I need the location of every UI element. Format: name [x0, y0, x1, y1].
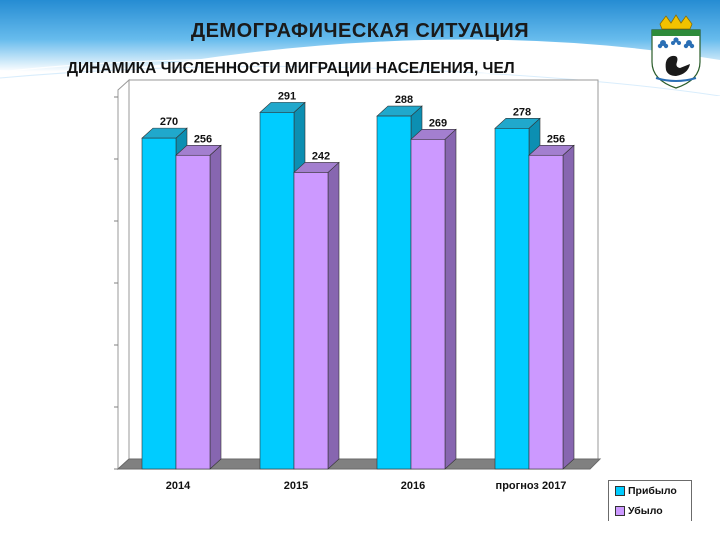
legend-swatch-left — [615, 506, 625, 516]
bar-arrived-2 — [376, 115, 412, 470]
crown-swan-coat-of-arms-icon — [646, 14, 706, 90]
bar-left-0 — [175, 154, 211, 470]
data-label-left-0: 256 — [194, 133, 212, 145]
x-tick-label-1: 2015 — [284, 480, 308, 492]
data-label-left-3: 256 — [547, 133, 565, 145]
bar-left-2 — [410, 139, 446, 470]
page-title: ДЕМОГРАФИЧЕСКАЯ СИТУАЦИЯ — [190, 20, 530, 42]
bar-side-left-2 — [444, 128, 457, 470]
data-label-left-2: 269 — [429, 117, 447, 129]
bar-side-left-3 — [562, 144, 575, 470]
legend-swatch-arrived — [615, 486, 625, 496]
chart-legend: Прибыло Убыло — [608, 480, 692, 521]
bar-arrived-3 — [494, 128, 530, 470]
x-tick-label-0: 2014 — [166, 480, 191, 492]
data-label-left-1: 242 — [312, 150, 330, 162]
legend-label-left: Убыло — [628, 505, 663, 517]
data-label-arrived-2: 288 — [395, 94, 413, 106]
data-label-arrived-3: 278 — [513, 106, 531, 118]
chart-side-wall — [117, 78, 130, 471]
x-tick-label-3: прогноз 2017 — [496, 480, 567, 492]
bar-left-1 — [293, 172, 329, 470]
data-label-arrived-0: 270 — [160, 116, 178, 128]
data-label-arrived-1: 291 — [278, 90, 296, 102]
bar-arrived-1 — [259, 112, 295, 470]
legend-label-arrived: Прибыло — [628, 485, 677, 497]
bar-left-3 — [528, 154, 564, 470]
bar-side-left-1 — [327, 161, 340, 470]
legend-item-left: Убыло — [615, 505, 663, 517]
legend-item-arrived: Прибыло — [615, 485, 677, 497]
bar-side-left-0 — [209, 144, 222, 470]
bar-arrived-0 — [141, 137, 177, 470]
x-tick-label-2: 2016 — [401, 480, 425, 492]
chart-title: ДИНАМИКА ЧИСЛЕННОСТИ МИГРАЦИИ НАСЕЛЕНИЯ,… — [67, 60, 515, 77]
